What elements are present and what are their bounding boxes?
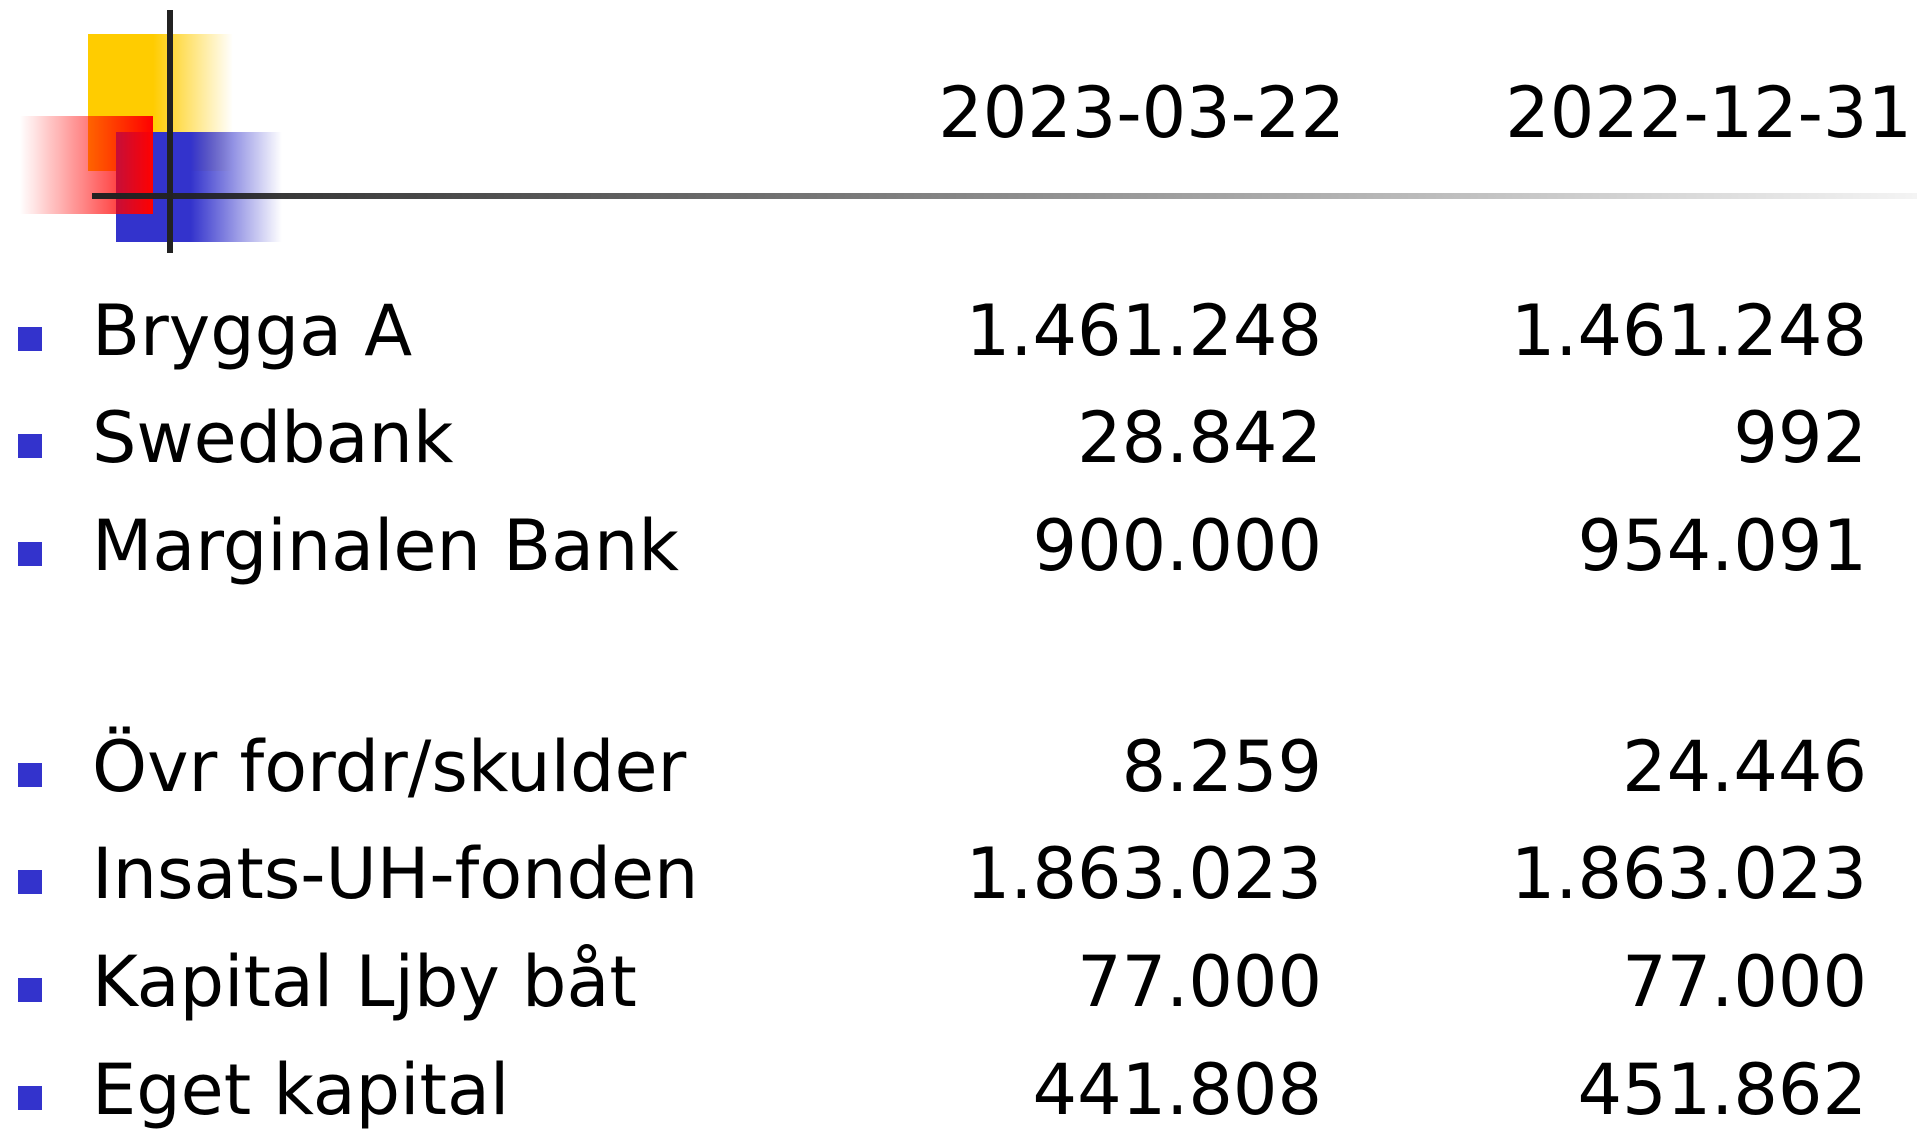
bullet (18, 327, 42, 351)
header-rule (92, 193, 1917, 199)
row-value: 1.863.023 (966, 839, 1322, 909)
row-value: 992 (1733, 403, 1867, 473)
row-value: 1.461.248 (1511, 296, 1867, 366)
bullet (18, 978, 42, 1002)
row-label: Swedbank (92, 403, 453, 473)
row-label: Marginalen Bank (92, 511, 679, 581)
red-square (20, 116, 153, 214)
row-value: 28.842 (1077, 403, 1322, 473)
slide: {"header": {"columns": ["2023-03-22", "2… (0, 0, 1917, 1134)
bullet (18, 434, 42, 458)
row-value: 441.808 (1033, 1055, 1322, 1125)
bullet (18, 542, 42, 566)
column-header: 2022-12-31 (1505, 78, 1912, 148)
row-value: 77.000 (1077, 947, 1322, 1017)
bullet (18, 870, 42, 894)
row-label: Eget kapital (92, 1055, 509, 1125)
row-value: 954.091 (1578, 511, 1867, 581)
column-header: 2023-03-22 (938, 78, 1345, 148)
row-label: Övr fordr/skulder (92, 732, 686, 802)
row-value: 1.863.023 (1511, 839, 1867, 909)
row-label: Insats-UH-fonden (92, 839, 698, 909)
row-value: 451.862 (1578, 1055, 1867, 1125)
row-value: 1.461.248 (966, 296, 1322, 366)
row-label: Kapital Ljby båt (92, 947, 637, 1017)
bullet (18, 1086, 42, 1110)
row-label: Brygga A (92, 296, 412, 366)
row-value: 77.000 (1622, 947, 1867, 1017)
row-value: 900.000 (1033, 511, 1322, 581)
bullet (18, 763, 42, 787)
row-value: 8.259 (1122, 732, 1322, 802)
row-value: 24.446 (1622, 732, 1867, 802)
vertical-rule (167, 10, 173, 253)
